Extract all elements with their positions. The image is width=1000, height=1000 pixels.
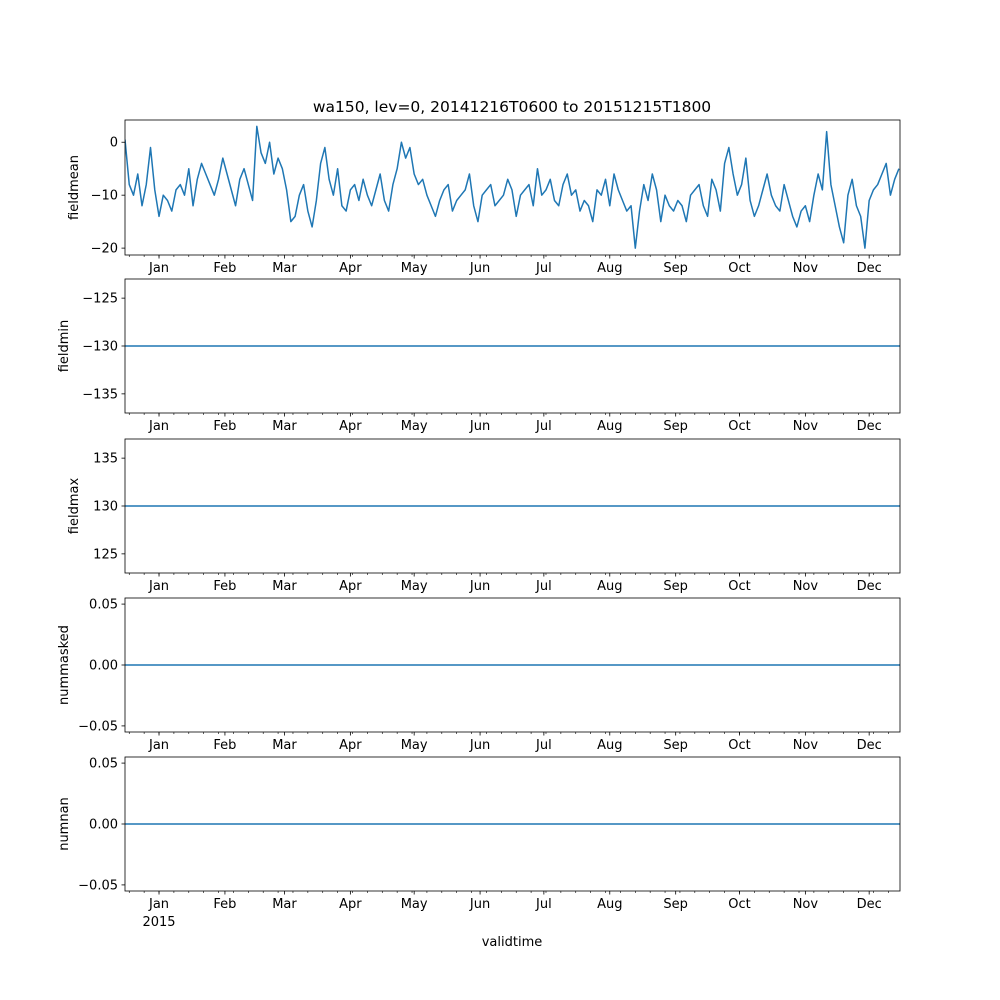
x-tick-label: Nov: [793, 738, 819, 753]
x-tick-label: Jul: [535, 261, 552, 276]
y-tick-label: −135: [82, 387, 118, 402]
y-tick-label: 130: [93, 500, 118, 515]
x-tick-label: Sep: [663, 897, 688, 912]
x-tick-label: Oct: [728, 261, 750, 276]
x-tick-label: Jun: [469, 579, 490, 594]
axes-frame: [124, 597, 901, 733]
x-tick-label: Nov: [793, 897, 819, 912]
y-tick-label: −125: [82, 292, 118, 307]
x-tick-label: May: [401, 897, 428, 912]
y-tick-label: 0: [110, 136, 118, 151]
axes-frame: [124, 756, 901, 892]
chart-title: wa150, lev=0, 20141216T0600 to 20151215T…: [313, 98, 711, 116]
y-tick-label: −0.05: [78, 719, 118, 734]
x-tick-label: May: [401, 261, 428, 276]
x-tick-label: Dec: [857, 419, 882, 434]
x-tick-label: Mar: [272, 738, 297, 753]
x-tick-label: Aug: [597, 579, 622, 594]
y-axis-label: nummasked: [57, 625, 72, 705]
x-tick-label: Jan: [148, 261, 169, 276]
x-tick-label: Aug: [597, 419, 622, 434]
x-tick-label: Apr: [339, 261, 362, 276]
x-tick-label: Jan: [148, 897, 169, 912]
x-tick-label: Jul: [535, 419, 552, 434]
y-tick-label: 0.00: [89, 818, 118, 833]
x-tick-label: Apr: [339, 738, 362, 753]
x-tick-label: Jun: [469, 261, 490, 276]
x-tick-label: Sep: [663, 419, 688, 434]
x-tick-label: Jul: [535, 738, 552, 753]
y-tick-label: −0.05: [78, 878, 118, 893]
x-tick-label: Mar: [272, 579, 297, 594]
x-tick-label: Aug: [597, 738, 622, 753]
x-tick-label: Jun: [469, 419, 490, 434]
x-tick-label: Feb: [213, 261, 236, 276]
x-tick-label: Oct: [728, 579, 750, 594]
subplot-stack: Jan Feb Mar Apr May Jun Jul Aug Sep Oct Nov Dec 0 −10…: [57, 119, 901, 930]
x-tick-label: Apr: [339, 419, 362, 434]
x-tick-label: Feb: [213, 579, 236, 594]
y-tick-label: 125: [93, 547, 118, 562]
y-tick-label: −130: [82, 340, 118, 355]
subplot-fieldmean: Jan Feb Mar Apr May Jun Jul Aug Sep Oct Nov Dec 0 −10…: [67, 119, 901, 276]
x-tick-label: Dec: [857, 738, 882, 753]
x-tick-label: Oct: [728, 897, 750, 912]
y-tick-label: 0.05: [89, 598, 118, 613]
axes-frame: [124, 278, 901, 414]
y-tick-label: 0.00: [89, 659, 118, 674]
x-tick-label: Dec: [857, 897, 882, 912]
y-tick-label: −10: [91, 189, 118, 204]
axes-frame: [124, 119, 901, 256]
x-tick-label: Jul: [535, 579, 552, 594]
y-axis-label: fieldmin: [57, 320, 72, 373]
x-tick-label: Mar: [272, 261, 297, 276]
x-tick-label: Jan: [148, 579, 169, 594]
x-tick-label: Jun: [469, 897, 490, 912]
x-tick-label: Dec: [857, 579, 882, 594]
y-axis-label: fieldmean: [67, 155, 82, 220]
x-tick-label: Aug: [597, 261, 622, 276]
x-tick-label: Jan: [148, 738, 169, 753]
x-tick-label: Jul: [535, 897, 552, 912]
x-tick-label: Dec: [857, 261, 882, 276]
x-tick-label: Jan: [148, 419, 169, 434]
axes-frame: [124, 438, 901, 574]
year-label: 2015: [142, 915, 175, 930]
x-tick-label: Jun: [469, 738, 490, 753]
x-tick-label: Apr: [339, 897, 362, 912]
y-axis-label: numnan: [57, 797, 72, 851]
subplot-fieldmin: Jan Feb Mar Apr May Jun Jul Aug Sep Oct Nov Dec −125…: [57, 278, 901, 434]
subplot-numnan: Jan Feb Mar Apr May Jun Jul Aug Sep Oct Nov Dec 0.05…: [57, 756, 901, 930]
x-tick-label: Nov: [793, 419, 819, 434]
x-tick-label: Nov: [793, 579, 819, 594]
x-tick-label: May: [401, 579, 428, 594]
data-line-fieldmean: [125, 125, 900, 249]
x-tick-label: Aug: [597, 897, 622, 912]
x-tick-label: Sep: [663, 579, 688, 594]
subplot-fieldmax: Jan Feb Mar Apr May Jun Jul Aug Sep Oct Nov Dec 135 1…: [67, 438, 901, 594]
x-axis-label: validtime: [482, 935, 543, 950]
x-tick-label: Feb: [213, 897, 236, 912]
x-tick-label: Mar: [272, 419, 297, 434]
y-tick-label: 135: [93, 452, 118, 467]
y-tick-label: −20: [91, 242, 118, 257]
x-tick-label: Apr: [339, 579, 362, 594]
x-tick-label: Sep: [663, 261, 688, 276]
x-tick-label: May: [401, 419, 428, 434]
x-tick-label: Feb: [213, 738, 236, 753]
subplot-nummasked: Jan Feb Mar Apr May Jun Jul Aug Sep Oct Nov Dec 0.05…: [57, 597, 901, 753]
x-tick-label: Sep: [663, 738, 688, 753]
x-tick-label: Oct: [728, 738, 750, 753]
x-tick-label: Nov: [793, 261, 819, 276]
y-axis-label: fieldmax: [67, 478, 82, 535]
x-tick-label: Feb: [213, 419, 236, 434]
y-tick-label: 0.05: [89, 757, 118, 772]
x-tick-label: Oct: [728, 419, 750, 434]
x-tick-label: Mar: [272, 897, 297, 912]
x-tick-label: May: [401, 738, 428, 753]
